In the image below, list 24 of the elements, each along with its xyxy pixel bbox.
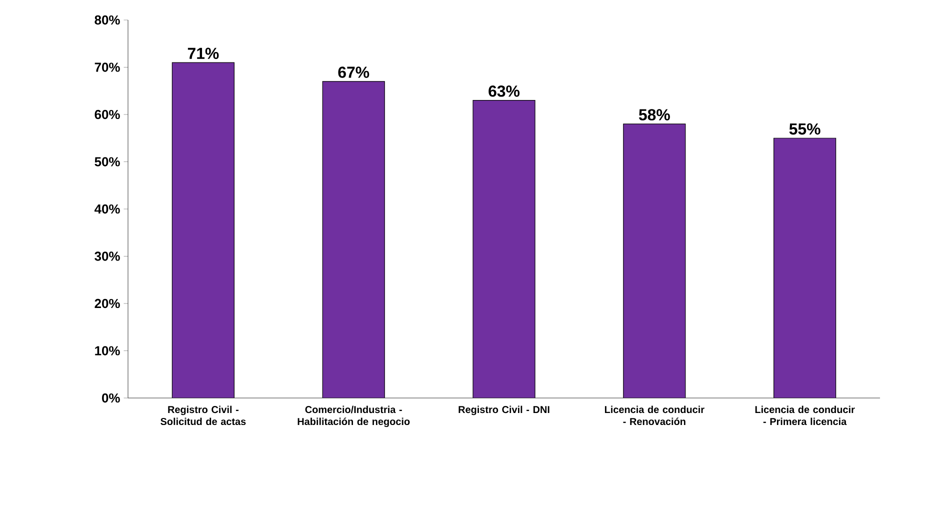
data-label: 63% <box>488 86 520 97</box>
y-tick-label: 40% <box>94 204 120 214</box>
x-tick-label: Comercio/Industria - Habilitación de negocio <box>298 406 410 428</box>
data-label: 71% <box>188 48 219 60</box>
data-label: 55% <box>789 123 820 135</box>
data-label: 58% <box>638 109 670 120</box>
bar <box>172 62 234 398</box>
y-tick-label: 20% <box>94 298 120 308</box>
y-tick-label: 50% <box>94 157 120 166</box>
y-tick-label: 80% <box>94 15 120 25</box>
bar <box>473 100 536 398</box>
x-tick-label: Registro Civil - Solicitud de actas <box>160 406 246 426</box>
bar <box>623 124 686 398</box>
y-tick-label: 10% <box>95 346 120 356</box>
y-tick-label: 0% <box>102 393 120 403</box>
bar <box>322 81 385 398</box>
y-tick-label: 60% <box>94 110 120 120</box>
y-tick-label: 30% <box>94 252 120 261</box>
x-tick-label: Registro Civil - DNI <box>458 406 550 416</box>
x-tick-label: Licencia de conducir - Primera licencia <box>755 406 855 426</box>
bar <box>774 138 836 398</box>
data-label: 67% <box>338 66 370 78</box>
x-tick-label: Licencia de conducir - Renovación <box>604 406 704 426</box>
y-tick-label: 70% <box>94 62 120 72</box>
